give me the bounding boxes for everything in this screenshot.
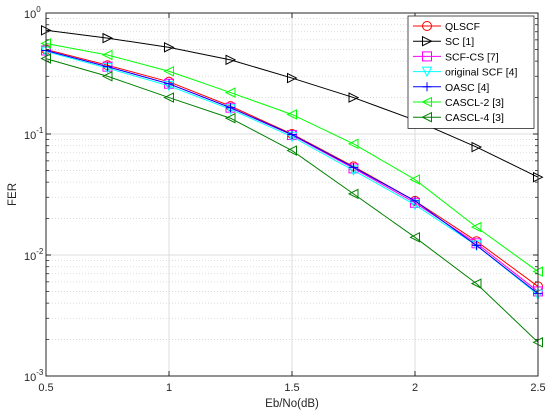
legend-label: CASCL-4 [3] bbox=[445, 112, 504, 124]
data-point bbox=[347, 188, 359, 200]
legend-entry: CASCL-4 [3] bbox=[413, 111, 504, 124]
legend-entry: QLSCF bbox=[413, 21, 480, 33]
x-axis-label: Eb/No(dB) bbox=[265, 398, 319, 410]
legend-marker bbox=[422, 82, 432, 92]
legend-marker bbox=[421, 111, 432, 123]
data-point bbox=[349, 162, 358, 172]
series-line bbox=[45, 29, 539, 178]
y-axis-label: FER bbox=[7, 183, 19, 206]
data-point bbox=[103, 62, 112, 72]
legend-box bbox=[407, 15, 535, 129]
data-point bbox=[471, 141, 483, 153]
data-point bbox=[472, 240, 481, 250]
legend-entry: SCF-CS [7] bbox=[413, 51, 499, 63]
data-point bbox=[102, 32, 114, 44]
x-tick-label: 2 bbox=[412, 382, 418, 394]
data-point bbox=[164, 79, 174, 89]
data-point bbox=[163, 92, 174, 103]
data-point bbox=[470, 278, 482, 289]
legend-marker bbox=[422, 21, 432, 31]
data-point bbox=[409, 174, 420, 185]
series-layer bbox=[40, 24, 544, 348]
x-tick-label: 1 bbox=[166, 382, 172, 394]
legend: QLSCF SC [1] SCF-CS [7] original SCF [4] OAS… bbox=[407, 15, 535, 129]
y-tick-labels: 10-3 10-2 10-1 100 bbox=[24, 5, 44, 384]
data-point bbox=[409, 232, 420, 243]
series-line bbox=[45, 42, 539, 272]
x-tick-label: 0.5 bbox=[38, 382, 53, 394]
data-point bbox=[470, 221, 482, 233]
data-point bbox=[287, 72, 298, 84]
data-point bbox=[164, 42, 175, 53]
data-point bbox=[286, 109, 297, 120]
data-point bbox=[348, 92, 360, 103]
data-point bbox=[224, 87, 236, 98]
axis-ticks bbox=[45, 12, 539, 377]
legend-label: CASCL-2 [3] bbox=[445, 97, 504, 109]
legend-entry: original SCF [4] bbox=[413, 66, 517, 79]
legend-marker bbox=[422, 51, 432, 62]
data-point bbox=[410, 196, 420, 206]
legend-label: QLSCF bbox=[445, 21, 480, 33]
data-point bbox=[101, 70, 113, 82]
legend-label: SCF-CS [7] bbox=[445, 51, 499, 63]
data-point bbox=[224, 112, 236, 124]
x-tick-label: 1.5 bbox=[284, 382, 299, 394]
legend-entry: OASC [4] bbox=[413, 82, 489, 94]
legend-label: OASC [4] bbox=[445, 82, 489, 94]
y-tick-label: 10-1 bbox=[24, 126, 44, 142]
y-tick-label: 10-2 bbox=[24, 247, 44, 263]
x-tick-labels: 0.5 1 1.5 2 2.5 bbox=[38, 382, 545, 394]
series-line bbox=[45, 58, 539, 343]
data-point bbox=[226, 103, 235, 113]
legend-marker bbox=[421, 96, 432, 108]
data-point bbox=[101, 49, 113, 61]
legend-label: original SCF [4] bbox=[445, 67, 517, 79]
data-point bbox=[287, 130, 297, 140]
data-point bbox=[347, 138, 359, 150]
legend-marker bbox=[421, 66, 433, 78]
legend-marker bbox=[422, 35, 433, 47]
legend-label: SC [1] bbox=[445, 36, 474, 48]
x-tick-label: 2.5 bbox=[530, 382, 545, 394]
legend-entry: CASCL-2 [3] bbox=[413, 96, 504, 109]
y-tick-label: 10-3 bbox=[24, 368, 44, 384]
y-tick-label: 100 bbox=[24, 5, 41, 21]
data-point bbox=[163, 65, 174, 77]
data-point bbox=[286, 145, 297, 156]
data-point bbox=[225, 54, 237, 66]
legend-entry: SC [1] bbox=[413, 35, 474, 48]
